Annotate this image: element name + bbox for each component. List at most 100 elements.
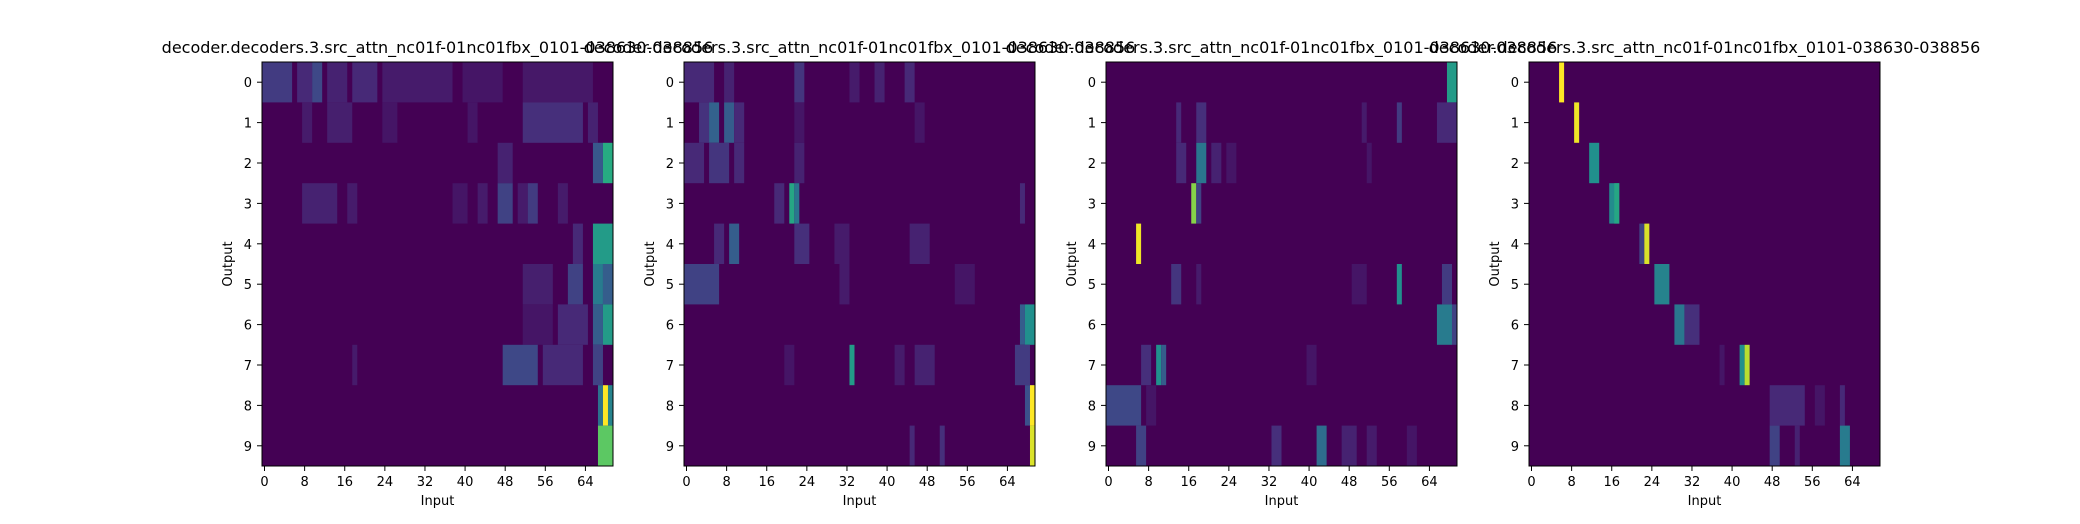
y-tick-label: 3 (1088, 197, 1096, 212)
heatmap-cell (1839, 385, 1845, 426)
y-tick-label: 1 (1088, 117, 1096, 132)
heatmap-cell (1674, 304, 1685, 345)
heatmap-cell (774, 183, 785, 224)
heatmap-cell (297, 62, 313, 103)
y-tick-label: 9 (666, 440, 674, 455)
y-tick-label: 5 (1088, 278, 1096, 293)
heatmap-cell (1176, 142, 1187, 184)
heatmap-cell (592, 264, 603, 305)
x-tick-label: 8 (722, 475, 730, 490)
x-tick-label: 64 (577, 475, 594, 490)
heatmap-cell (724, 62, 735, 103)
y-tick-label: 4 (666, 238, 674, 253)
heatmap-cell (522, 264, 553, 305)
heatmap-cell (709, 142, 730, 184)
heatmap-cell (724, 102, 735, 143)
x-tick-label: 0 (1104, 475, 1112, 490)
heatmap-cell (522, 304, 553, 345)
heatmap-cell (1451, 304, 1457, 345)
heatmap-cell (1436, 304, 1452, 345)
heatmap-cell (592, 223, 613, 264)
heatmap-cell (327, 62, 348, 103)
panel-3: 0 8 16 24 32 40 48 56 640123456789InputOutputdec… (1006, 38, 1558, 509)
heatmap-cell (794, 102, 805, 143)
heatmap-cell (1361, 102, 1367, 143)
heatmap-cell (467, 102, 478, 143)
heatmap-cell (382, 62, 453, 103)
heatmap-cell (1769, 385, 1805, 426)
axes-frame (1528, 61, 1881, 467)
x-tick-label: 48 (1764, 475, 1781, 490)
heatmap-cell (734, 102, 745, 143)
heatmap-cell (699, 102, 710, 143)
x-tick-label: 48 (1341, 475, 1358, 490)
y-tick-label: 4 (244, 238, 252, 253)
heatmap-cell (1719, 344, 1725, 386)
heatmap-cell (839, 264, 850, 305)
heatmap-cell (352, 62, 378, 103)
heatmap-cell (1146, 385, 1157, 426)
heatmap-cell (557, 304, 588, 345)
y-tick-label: 4 (1511, 238, 1519, 253)
y-tick-label: 5 (666, 278, 674, 293)
heatmap-background (1529, 62, 1880, 466)
y-tick-label: 2 (1511, 157, 1519, 172)
heatmap-cell (1639, 223, 1645, 264)
heatmap-cell (1226, 142, 1237, 184)
x-tick-label: 40 (457, 475, 474, 490)
heatmap-cell (1196, 264, 1202, 305)
heatmap-cell (587, 102, 598, 143)
heatmap-cell (592, 142, 603, 184)
heatmap-cell (1024, 304, 1035, 345)
y-tick-label: 9 (244, 440, 252, 455)
y-tick-label: 0 (244, 76, 252, 91)
y-tick-label: 7 (666, 359, 674, 374)
heatmap-cell (597, 385, 603, 426)
heatmap-cell (1271, 425, 1282, 466)
y-axis-label: Output (643, 241, 658, 286)
y-tick-label: 0 (1511, 76, 1519, 91)
heatmap-cell (522, 62, 593, 103)
panel-4: 0 8 16 24 32 40 48 56 640123456789InputOutputdec… (1429, 38, 1981, 509)
heatmap-cell (1589, 142, 1600, 184)
heatmap-cell (874, 62, 885, 103)
x-axis-label: Input (1265, 494, 1299, 509)
heatmap-cell (522, 102, 583, 143)
heatmap-cell (1136, 425, 1147, 466)
heatmap-cell (784, 344, 795, 386)
heatmap-cell (352, 344, 358, 386)
y-tick-label: 1 (244, 117, 252, 132)
heatmap-cell (1341, 425, 1357, 466)
axes-frame (683, 61, 1036, 467)
heatmap-cell (1191, 183, 1197, 224)
heatmap-cell (909, 223, 930, 264)
x-tick-label: 0 (1527, 475, 1535, 490)
heatmap-cell (302, 102, 313, 143)
heatmap-cell (607, 385, 613, 426)
x-tick-label: 32 (417, 475, 434, 490)
y-tick-label: 6 (1511, 319, 1519, 334)
y-tick-label: 5 (244, 278, 252, 293)
x-tick-label: 56 (1804, 475, 1821, 490)
heatmap-cell (1156, 344, 1162, 386)
heatmap-cell (939, 425, 945, 466)
heatmap-cell (557, 183, 568, 224)
chart-title: decoder.decoders.3.src_attn_nc01f-01nc01… (584, 38, 1136, 58)
heatmap-cell (452, 183, 468, 224)
heatmap-cell (709, 102, 720, 143)
heatmap-cell (729, 223, 740, 264)
x-axis-label: Input (843, 494, 877, 509)
heatmap-background (1106, 62, 1457, 466)
heatmap-cell (462, 62, 503, 103)
y-tick-label: 0 (1088, 76, 1096, 91)
heatmap-cell (1839, 425, 1850, 466)
x-tick-label: 0 (260, 475, 268, 490)
y-tick-label: 0 (666, 76, 674, 91)
heatmap-cell (517, 183, 528, 224)
heatmap-cell (592, 304, 603, 345)
x-tick-label: 40 (879, 475, 896, 490)
heatmap-cell (1196, 142, 1207, 184)
heatmap-cell (1351, 264, 1367, 305)
x-tick-label: 0 (682, 475, 690, 490)
